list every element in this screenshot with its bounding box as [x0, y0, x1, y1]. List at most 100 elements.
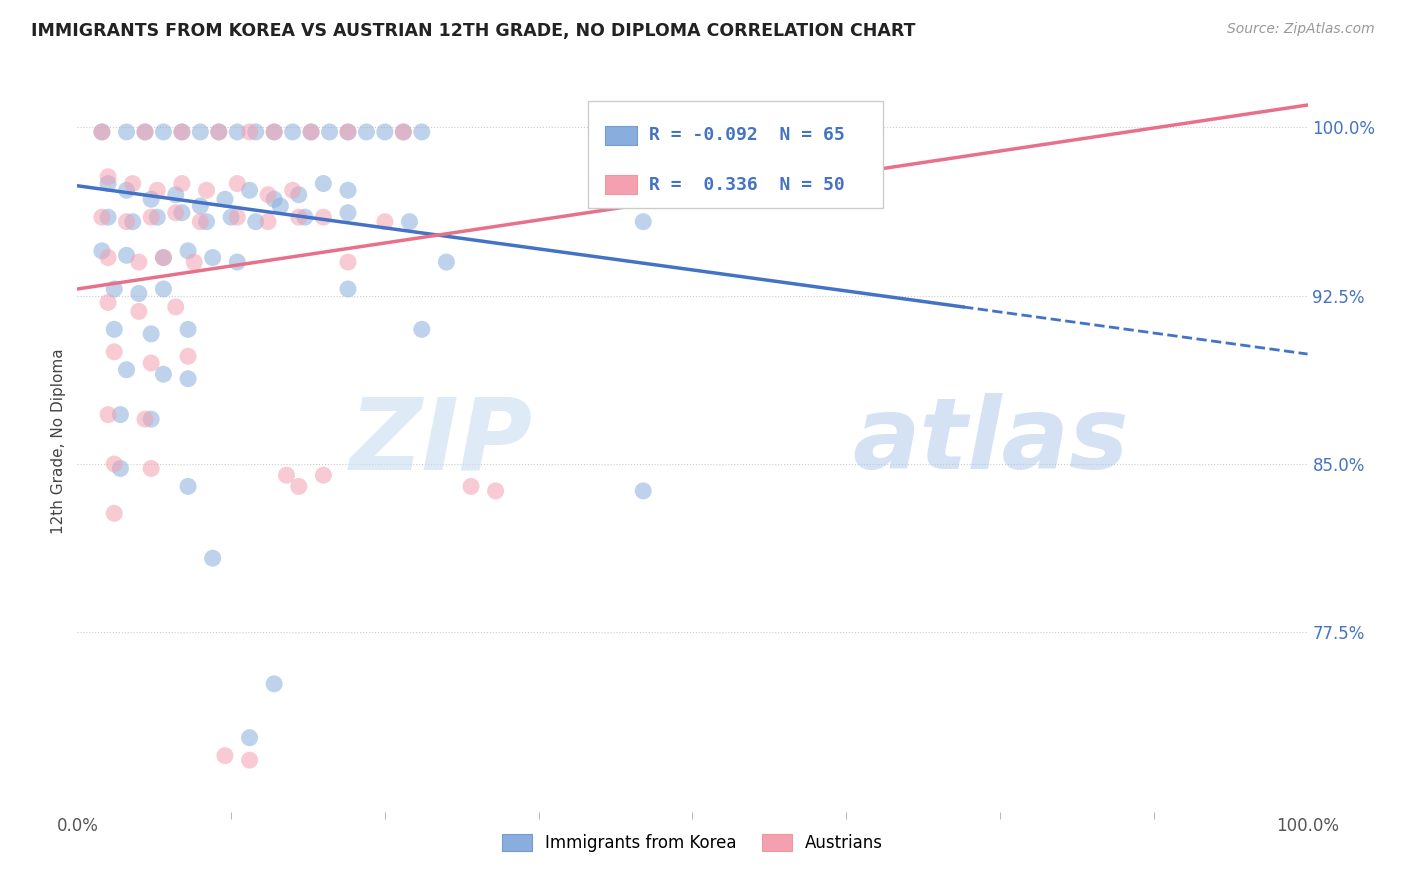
Point [152, 251, 174, 265]
Text: ZIP: ZIP [350, 393, 533, 490]
Point [337, 255, 360, 269]
Point [110, 461, 132, 475]
Point [239, 183, 262, 197]
Point [312, 177, 335, 191]
Point [288, 187, 311, 202]
Point [90, 125, 114, 139]
Point [208, 125, 231, 139]
Point [103, 282, 125, 296]
Point [219, 210, 242, 224]
Point [141, 461, 163, 475]
Point [128, 304, 150, 318]
Point [97, 251, 120, 265]
Point [288, 210, 311, 224]
Point [312, 468, 335, 483]
Point [115, 215, 138, 229]
Point [195, 183, 218, 197]
Point [245, 125, 267, 139]
Point [245, 215, 267, 229]
Point [165, 205, 187, 219]
Point [141, 210, 163, 224]
Point [226, 177, 249, 191]
Point [152, 251, 174, 265]
Point [121, 215, 143, 229]
Point [288, 479, 311, 493]
Point [460, 479, 482, 493]
Point [226, 125, 249, 139]
Point [170, 125, 193, 139]
Point [170, 205, 193, 219]
Point [281, 125, 304, 139]
Text: R =  0.336  N = 50: R = 0.336 N = 50 [650, 176, 845, 194]
Point [183, 255, 205, 269]
Point [146, 183, 169, 197]
Point [257, 187, 280, 202]
Point [299, 125, 322, 139]
Point [152, 282, 174, 296]
Point [128, 286, 150, 301]
Point [177, 244, 200, 258]
Point [485, 483, 508, 498]
Point [165, 187, 187, 202]
FancyBboxPatch shape [588, 101, 883, 209]
Point [177, 372, 200, 386]
Point [269, 199, 291, 213]
Point [633, 215, 655, 229]
Point [239, 125, 262, 139]
Point [337, 125, 360, 139]
Y-axis label: 12th Grade, No Diploma: 12th Grade, No Diploma [51, 349, 66, 534]
Point [97, 169, 120, 184]
Point [318, 125, 340, 139]
Point [141, 356, 163, 370]
Text: atlas: atlas [852, 393, 1129, 490]
Point [141, 326, 163, 341]
Point [188, 215, 212, 229]
Point [152, 125, 174, 139]
Point [177, 479, 200, 493]
Point [374, 215, 396, 229]
Point [226, 210, 249, 224]
Point [103, 344, 125, 359]
Text: Source: ZipAtlas.com: Source: ZipAtlas.com [1227, 22, 1375, 37]
Point [337, 282, 360, 296]
Point [134, 125, 156, 139]
Text: R = -0.092  N = 65: R = -0.092 N = 65 [650, 127, 845, 145]
Point [177, 322, 200, 336]
Point [115, 183, 138, 197]
Point [392, 125, 415, 139]
Point [337, 183, 360, 197]
Point [411, 322, 433, 336]
Point [115, 363, 138, 377]
Point [97, 408, 120, 422]
Point [177, 349, 200, 363]
Point [239, 731, 262, 745]
Bar [605, 175, 637, 194]
Point [312, 210, 335, 224]
Point [128, 255, 150, 269]
Point [90, 125, 114, 139]
Point [411, 125, 433, 139]
Point [281, 183, 304, 197]
Point [201, 551, 224, 566]
Point [97, 295, 120, 310]
Point [263, 677, 285, 691]
Point [633, 483, 655, 498]
Point [263, 192, 285, 206]
Point [103, 457, 125, 471]
Point [170, 125, 193, 139]
Point [398, 215, 420, 229]
Point [97, 177, 120, 191]
Point [134, 125, 156, 139]
Point [146, 210, 169, 224]
Point [103, 506, 125, 520]
Point [214, 192, 236, 206]
Point [337, 205, 360, 219]
Point [276, 468, 298, 483]
Point [141, 192, 163, 206]
Point [263, 125, 285, 139]
Point [436, 255, 458, 269]
Point [97, 210, 120, 224]
Point [121, 177, 143, 191]
Text: IMMIGRANTS FROM KOREA VS AUSTRIAN 12TH GRADE, NO DIPLOMA CORRELATION CHART: IMMIGRANTS FROM KOREA VS AUSTRIAN 12TH G… [31, 22, 915, 40]
Point [170, 177, 193, 191]
